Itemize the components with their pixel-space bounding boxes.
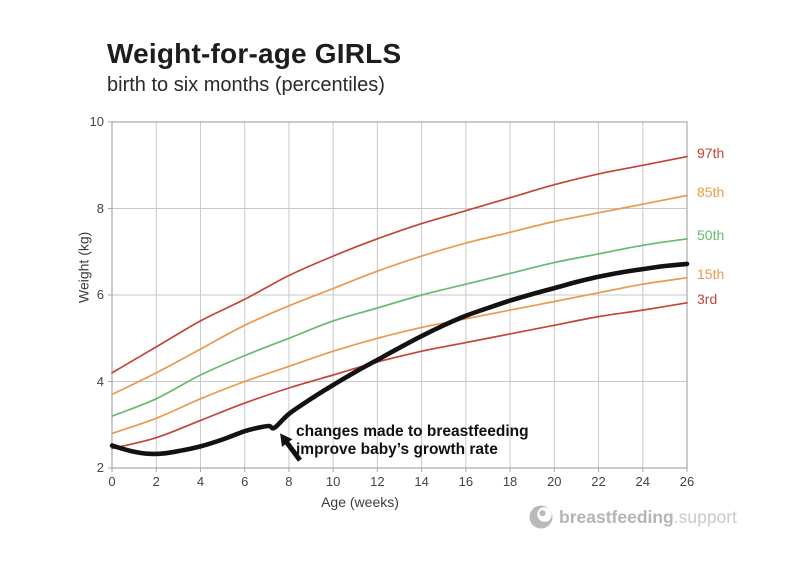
x-tick-label-4: 4	[196, 474, 205, 489]
x-tick-label-12: 12	[370, 474, 385, 489]
x-tick-label-24: 24	[635, 474, 650, 489]
annotation-line-2: improve baby’s growth rate	[296, 441, 498, 458]
x-axis-title: Age (weeks)	[321, 494, 399, 510]
annotation-text: changes made to breastfeeding improve ba…	[296, 423, 529, 459]
annotation-arrow-head	[280, 433, 293, 447]
x-tick-label-8: 8	[285, 474, 293, 489]
percentile-label-15th: 15th	[697, 265, 725, 282]
x-tick-label-14: 14	[414, 474, 429, 489]
x-tick-label-18: 18	[502, 474, 518, 489]
brand-name: breastfeeding.support	[559, 506, 737, 527]
percentile-label-50th: 50th	[697, 226, 725, 243]
percentile-curve-3rd	[111, 301, 688, 450]
percentile-label-97th: 97th	[697, 144, 725, 161]
page-subtitle: birth to six months (percentiles)	[107, 74, 385, 96]
breastfeeding-logo-icon	[529, 505, 553, 529]
percentile-curve-85th	[111, 194, 688, 396]
plot-border	[111, 121, 688, 469]
x-tick-label-26: 26	[679, 474, 695, 489]
page-title: Weight-for-age GIRLS	[107, 38, 402, 69]
x-tick-label-6: 6	[241, 474, 249, 489]
y-tick-label-10: 10	[89, 114, 104, 129]
y-tick-label-2: 2	[96, 460, 104, 475]
percentile-curve-50th	[111, 237, 688, 417]
y-tick-label-8: 8	[96, 200, 104, 216]
percentile-curve-97th	[111, 155, 688, 374]
baby-weight-curve	[109, 261, 690, 457]
percentile-label-85th: 85th	[697, 183, 725, 200]
x-tick-label-0: 0	[108, 474, 116, 489]
x-tick-label-10: 10	[325, 474, 341, 489]
percentile-label-3rd: 3rd	[697, 290, 718, 307]
brand-logo: breastfeeding.support	[528, 503, 737, 531]
y-tick-label-4: 4	[96, 373, 104, 389]
x-tick-label-16: 16	[458, 474, 474, 489]
x-tick-label-2: 2	[152, 474, 160, 489]
y-tick-label-6: 6	[96, 287, 104, 302]
x-tick-label-20: 20	[547, 474, 562, 489]
annotation-line-1: changes made to breastfeeding	[296, 423, 529, 440]
x-tick-label-22: 22	[591, 474, 606, 489]
annotation-arrow-shaft	[284, 439, 302, 462]
percentile-curve-15th	[111, 276, 688, 435]
